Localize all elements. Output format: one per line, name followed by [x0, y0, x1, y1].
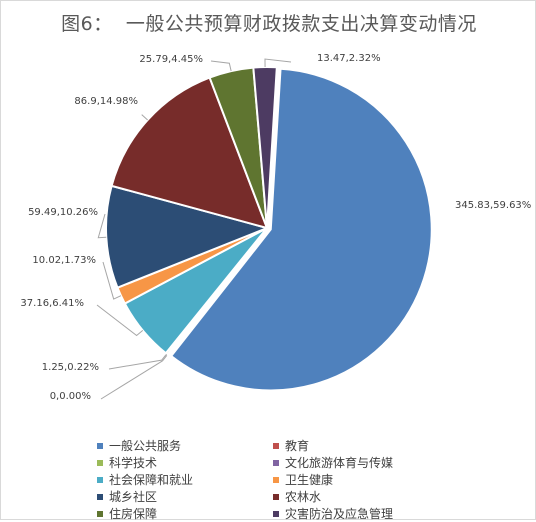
legend-label: 科学技术 — [109, 456, 158, 470]
legend-item-5: 卫生健康 — [273, 472, 433, 487]
legend-swatch — [273, 493, 279, 500]
legend-swatch — [273, 510, 279, 517]
legend-label: 教育 — [285, 439, 310, 453]
legend-item-2: 科学技术 — [97, 455, 273, 470]
pie-slice-6 — [105, 184, 271, 289]
legend-item-7: 农林水 — [273, 489, 433, 504]
data-label-7: 86.9,14.98% — [74, 96, 138, 107]
leader-line-2 — [108, 353, 168, 370]
legend-label: 卫生健康 — [285, 473, 334, 487]
legend-swatch — [97, 476, 103, 483]
legend-item-1: 教育 — [273, 438, 433, 453]
legend-swatch — [273, 442, 279, 449]
legend-label: 文化旅游体育与传媒 — [285, 456, 394, 470]
legend-label: 灾害防治及应急管理 — [285, 507, 394, 521]
leader-line-5 — [102, 261, 122, 300]
legend-swatch — [97, 442, 103, 449]
data-label-4: 37.16,6.41% — [20, 298, 84, 309]
data-label-0: 345.83,59.63% — [455, 200, 531, 211]
legend-label: 社会保障和就业 — [109, 473, 194, 487]
data-label-1: 0,0.00% — [50, 391, 91, 402]
data-label-5: 10.02,1.73% — [32, 255, 96, 266]
legend-item-6: 城乡社区 — [97, 489, 273, 504]
legend-item-4: 社会保障和就业 — [97, 472, 273, 487]
data-label-8: 25.79,4.45% — [139, 54, 203, 65]
legend-swatch — [97, 510, 103, 517]
pie-slice-0 — [169, 67, 433, 392]
legend-label: 一般公共服务 — [109, 439, 182, 453]
pie-slice-7 — [110, 76, 269, 230]
legend-swatch — [273, 476, 279, 483]
legend-item-8: 住房保障 — [97, 506, 273, 521]
legend-label: 农林水 — [285, 490, 322, 504]
legend-item-9: 灾害防治及应急管理 — [273, 506, 433, 521]
leader-line-8 — [210, 60, 232, 72]
legend-label: 城乡社区 — [109, 490, 158, 504]
legend-swatch — [97, 459, 103, 466]
data-label-6: 59.49,10.26% — [28, 207, 98, 218]
legend-label: 住房保障 — [109, 507, 158, 521]
legend: 一般公共服务 教育科学技术 文化旅游体育与传媒社会保障和就业 卫生健康城乡社区 农林水住… — [97, 438, 427, 521]
legend-item-3: 文化旅游体育与传媒 — [273, 455, 433, 470]
data-label-2: 1.25,0.22% — [42, 362, 99, 373]
legend-swatch — [273, 459, 279, 466]
leader-line-6 — [97, 213, 107, 239]
leader-line-4 — [96, 304, 144, 337]
leader-line-7 — [141, 114, 148, 121]
leader-line-1 — [100, 354, 168, 400]
legend-item-0: 一般公共服务 — [97, 438, 273, 453]
data-label-9: 13.47,2.32% — [317, 53, 381, 64]
leader-line-9 — [264, 58, 292, 68]
legend-swatch — [97, 493, 103, 500]
chart-title: 图6： 一般公共预算财政拨款支出决算变动情况 — [61, 13, 477, 35]
